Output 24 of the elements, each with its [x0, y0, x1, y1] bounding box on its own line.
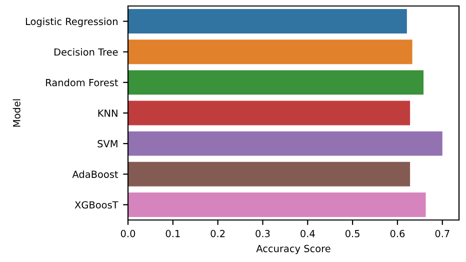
y-tick-label: Logistic Regression [26, 18, 118, 27]
x-axis-title: Accuracy Score [256, 244, 330, 254]
x-tick-label: 0.1 [166, 230, 180, 238]
bar [128, 192, 426, 217]
bar [128, 9, 407, 34]
y-tick-label: Random Forest [46, 78, 118, 86]
bar [128, 100, 410, 126]
y-tick-label: AdaBoost [72, 170, 118, 178]
x-tick-label: 0.5 [345, 230, 360, 238]
y-tick-label: SVM [98, 140, 118, 148]
x-tick-label: 0.2 [210, 230, 225, 238]
bar [128, 162, 410, 186]
y-tick-label: XGBoosT [74, 201, 118, 209]
x-tick-label: 0.3 [256, 230, 270, 238]
y-axis-title: Model [12, 99, 20, 127]
y-tick-label: KNN [98, 110, 118, 117]
bar [128, 131, 442, 156]
bar [128, 40, 412, 64]
x-tick-label: 0.6 [390, 230, 405, 238]
y-tick-label: Decision Tree [54, 48, 118, 56]
bar [128, 70, 424, 95]
x-tick-label: 0.4 [300, 230, 315, 238]
x-tick-label: 0.7 [435, 230, 450, 238]
x-tick-label: 0.0 [120, 230, 136, 238]
